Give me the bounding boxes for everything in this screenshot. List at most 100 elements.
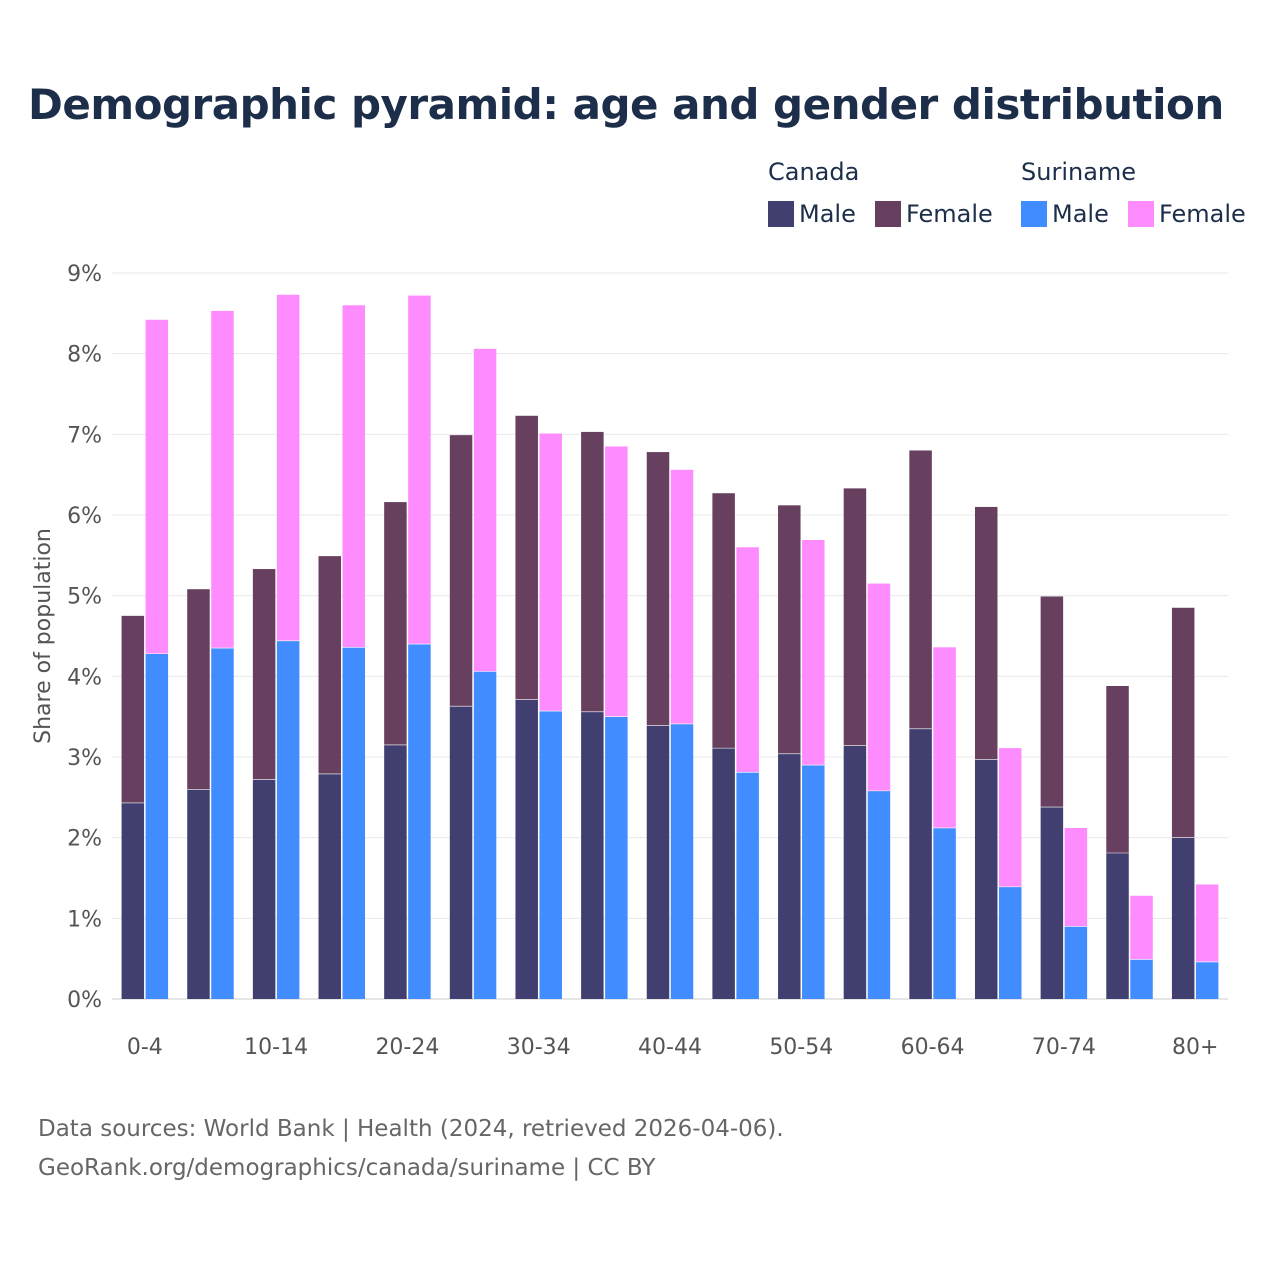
- bar-suriname-female-75-79: [1130, 895, 1153, 960]
- legend-item-suriname-female[interactable]: Female: [1128, 200, 1246, 228]
- bar-canada-male-25-29: [449, 706, 473, 999]
- bar-canada-male-30-34: [515, 699, 538, 999]
- bar-canada-male-70-74: [1040, 807, 1064, 999]
- bar-canada-male-35-39: [581, 711, 604, 999]
- bar-suriname-female-70-74: [1064, 827, 1088, 927]
- bar-suriname-female-20-24: [408, 295, 431, 645]
- bar-suriname-female-60-64: [933, 647, 956, 828]
- bar-suriname-female-30-34: [539, 433, 562, 712]
- bar-suriname-female-50-54: [802, 540, 825, 766]
- bar-canada-female-65-69: [974, 506, 998, 760]
- bar-canada-female-20-24: [384, 502, 407, 745]
- bar-canada-male-65-69: [974, 759, 998, 999]
- bar-canada-male-50-54: [778, 753, 801, 999]
- bar-canada-female-45-49: [712, 493, 735, 749]
- bar-suriname-male-45-49: [736, 772, 759, 999]
- bar-suriname-male-55-59: [867, 790, 891, 999]
- x-tick-label-70-74: 70-74: [1032, 1035, 1096, 1060]
- legend-item-canada-male[interactable]: Male: [768, 200, 856, 228]
- x-tick-label-20-24: 20-24: [375, 1035, 439, 1060]
- bar-canada-male-20-24: [384, 744, 407, 999]
- bar-canada-female-40-44: [646, 452, 670, 726]
- chart-title: Demographic pyramid: age and gender dist…: [28, 80, 1224, 129]
- y-tick-label-9: 9%: [67, 262, 102, 287]
- bar-canada-female-15-19: [318, 556, 342, 774]
- y-tick-label-6: 6%: [67, 504, 102, 529]
- y-tick-label-0: 0%: [67, 988, 102, 1013]
- bar-canada-female-35-39: [581, 431, 604, 712]
- bar-suriname-male-80plus: [1195, 961, 1219, 999]
- bar-suriname-male-15-19: [342, 647, 366, 999]
- bar-canada-female-70-74: [1040, 596, 1064, 808]
- legend-label-suriname-female: Female: [1159, 200, 1246, 228]
- bar-suriname-female-65-69: [998, 748, 1022, 887]
- bar-canada-male-45-49: [712, 748, 735, 999]
- legend-label-canada-male: Male: [799, 200, 856, 228]
- bar-canada-male-0-4: [121, 802, 145, 999]
- y-tick-label-3: 3%: [67, 746, 102, 771]
- bar-suriname-male-10-14: [276, 640, 300, 999]
- bar-canada-male-80plus: [1171, 837, 1195, 999]
- bar-canada-female-25-29: [449, 435, 473, 707]
- bar-canada-female-75-79: [1106, 686, 1129, 853]
- legend-item-suriname-male[interactable]: Male: [1021, 200, 1109, 228]
- bar-suriname-female-80plus: [1195, 884, 1219, 962]
- bar-canada-male-5-9: [187, 789, 210, 999]
- bar-canada-female-0-4: [121, 615, 145, 803]
- y-tick-label-4: 4%: [67, 665, 102, 690]
- bar-suriname-male-60-64: [933, 827, 956, 999]
- footer-attribution: GeoRank.org/demographics/canada/suriname…: [38, 1155, 656, 1181]
- bar-canada-male-10-14: [252, 779, 276, 999]
- bar-canada-male-40-44: [646, 725, 670, 999]
- bar-canada-male-55-59: [843, 745, 867, 999]
- x-tick-label-60-64: 60-64: [901, 1035, 965, 1060]
- legend-label-suriname-male: Male: [1052, 200, 1109, 228]
- y-tick-label-7: 7%: [67, 423, 102, 448]
- y-tick-label-8: 8%: [67, 343, 102, 368]
- bar-suriname-male-65-69: [998, 886, 1022, 999]
- bar-suriname-male-20-24: [408, 644, 431, 999]
- bar-canada-female-80plus: [1171, 607, 1195, 838]
- x-tick-label-0-4: 0-4: [127, 1035, 163, 1060]
- bar-canada-female-10-14: [252, 569, 276, 780]
- bar-canada-male-15-19: [318, 773, 342, 999]
- bar-canada-female-5-9: [187, 589, 210, 790]
- x-tick-label-80plus: 80+: [1172, 1035, 1218, 1060]
- bar-suriname-male-5-9: [211, 648, 234, 999]
- legend-swatch-suriname-male: [1021, 201, 1047, 227]
- bar-canada-male-60-64: [909, 728, 932, 999]
- bar-suriname-female-10-14: [276, 294, 300, 641]
- legend-swatch-suriname-female: [1128, 201, 1154, 227]
- bar-suriname-female-5-9: [211, 310, 234, 649]
- bar-canada-female-30-34: [515, 415, 538, 700]
- bar-suriname-female-55-59: [867, 583, 891, 791]
- x-tick-label-40-44: 40-44: [638, 1035, 702, 1060]
- bar-suriname-male-50-54: [802, 765, 825, 999]
- legend-group-canada: Canada: [768, 158, 860, 186]
- bar-suriname-female-40-44: [670, 469, 694, 724]
- legend-swatch-canada-male: [768, 201, 794, 227]
- legend-swatch-canada-female: [875, 201, 901, 227]
- bar-suriname-female-0-4: [145, 319, 169, 654]
- bar-canada-male-75-79: [1106, 852, 1129, 999]
- bar-suriname-male-30-34: [539, 711, 562, 999]
- y-axis-title: Share of population: [31, 528, 56, 744]
- bar-suriname-male-0-4: [145, 653, 169, 999]
- bar-suriname-male-75-79: [1130, 959, 1153, 999]
- bar-suriname-male-35-39: [605, 716, 628, 999]
- bar-suriname-female-25-29: [473, 348, 497, 672]
- y-tick-label-1: 1%: [67, 907, 102, 932]
- bar-suriname-female-35-39: [605, 446, 628, 717]
- bar-suriname-male-70-74: [1064, 926, 1088, 999]
- legend-group-suriname: Suriname: [1021, 158, 1137, 186]
- x-tick-label-10-14: 10-14: [244, 1035, 308, 1060]
- bar-canada-female-55-59: [843, 488, 867, 746]
- legend-item-canada-female[interactable]: Female: [875, 200, 993, 228]
- y-tick-label-5: 5%: [67, 585, 102, 610]
- y-tick-label-2: 2%: [67, 827, 102, 852]
- bar-suriname-male-25-29: [473, 671, 497, 999]
- bar-canada-female-50-54: [778, 505, 801, 754]
- bar-suriname-female-15-19: [342, 305, 366, 648]
- legend-label-canada-female: Female: [906, 200, 993, 228]
